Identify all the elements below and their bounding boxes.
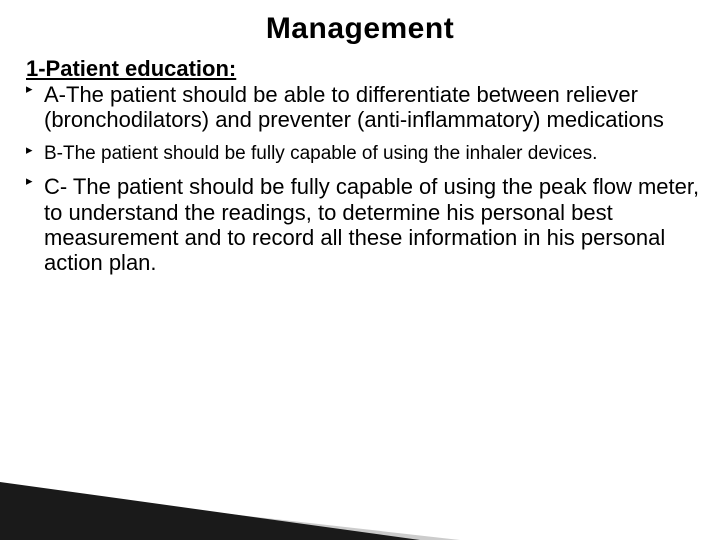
decorative-triangle-dark — [0, 482, 420, 540]
list-item: A-The patient should be able to differen… — [26, 82, 700, 133]
list-item: C- The patient should be fully capable o… — [26, 174, 700, 275]
bullet-text: A-The patient should be able to differen… — [44, 82, 664, 132]
bullet-text: B-The patient should be fully capable of… — [44, 143, 597, 164]
list-item: B-The patient should be fully capable of… — [26, 143, 700, 165]
section-header: 1-Patient education: — [26, 56, 700, 82]
slide-title: Management — [20, 12, 700, 46]
slide-container: Management 1-Patient education: A-The pa… — [0, 0, 720, 540]
bullet-list: A-The patient should be able to differen… — [20, 82, 700, 276]
bullet-text: C- The patient should be fully capable o… — [44, 174, 699, 275]
